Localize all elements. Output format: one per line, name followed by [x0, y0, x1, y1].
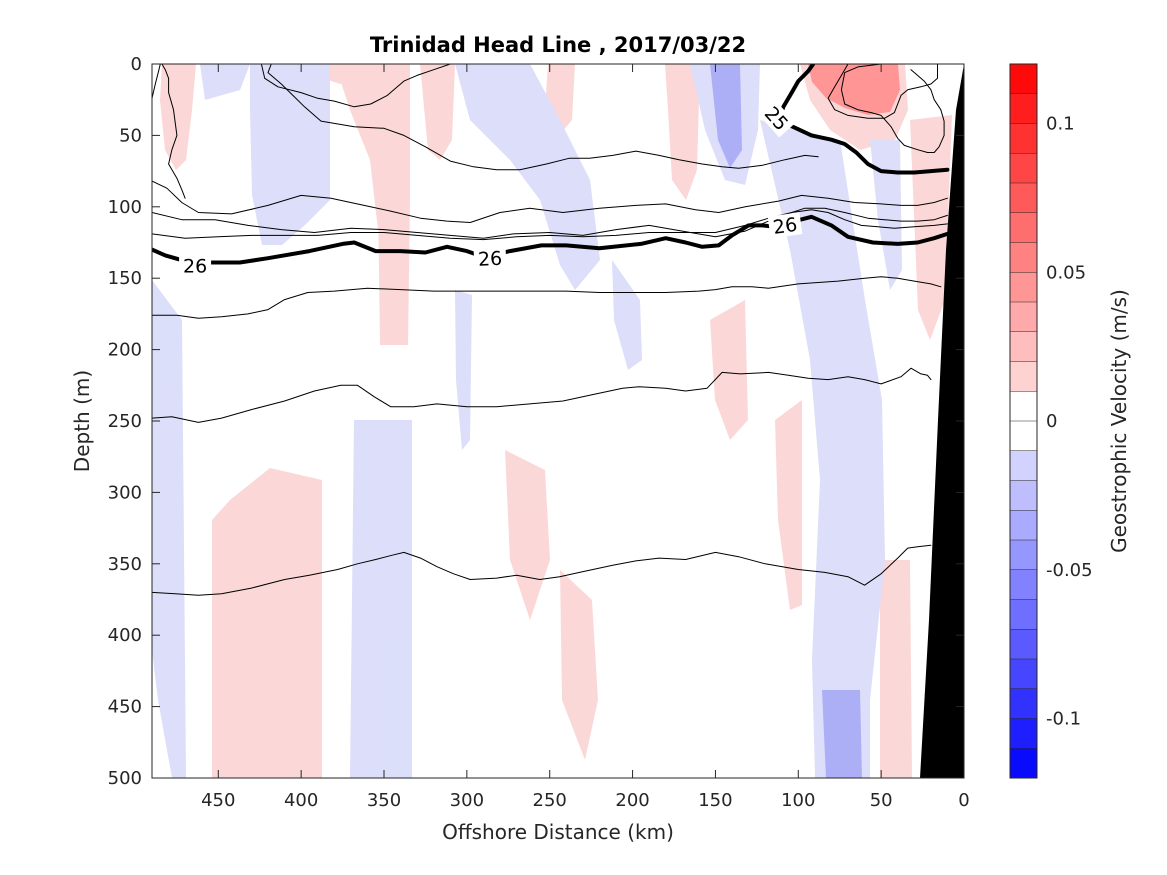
contour-label: 26 [772, 214, 799, 239]
isopycnal-line [152, 207, 948, 239]
colorbar-swatch [1010, 718, 1037, 749]
colorbar-swatch [1010, 480, 1037, 511]
colorbar-frame [1009, 63, 1038, 779]
isopycnal-line [152, 180, 948, 223]
isopycnal-line [161, 64, 186, 199]
colorbar-swatch [1010, 391, 1037, 422]
colorbar-swatch [1010, 212, 1037, 243]
isopycnal-line [152, 276, 942, 319]
colorbar-swatch [1010, 93, 1037, 124]
velocity-patch-strong-negative [710, 64, 862, 778]
y-tick-label: 0 [131, 54, 142, 75]
x-tick-label: 150 [698, 790, 732, 811]
colorbar-tick-label: 0.1 [1046, 114, 1075, 135]
velocity-patch-strong-positive [808, 64, 900, 115]
isopycnal-line [152, 209, 948, 241]
contour-label-background [179, 254, 212, 277]
isopycnal-line [827, 64, 938, 119]
colorbar-tick-label: -0.1 [1046, 709, 1081, 730]
y-axis: 0 50 100 150 200 250 300 350 400 450 500 [108, 54, 964, 789]
isopycnal-contours [152, 64, 950, 596]
x-tick-label: 300 [450, 790, 484, 811]
y-tick-label: 250 [108, 411, 142, 432]
x-tick-label: 100 [781, 790, 815, 811]
y-tick-label: 350 [108, 554, 142, 575]
isopycnal-line [152, 64, 161, 99]
colorbar-swatch [1010, 302, 1037, 333]
colorbar-swatch [1010, 540, 1037, 571]
y-tick-label: 100 [108, 197, 142, 218]
y-tick-label: 450 [108, 697, 142, 718]
y-tick-label: 300 [108, 482, 142, 503]
x-tick-label: 450 [201, 790, 235, 811]
colorbar-swatch [1010, 272, 1037, 303]
contour-label-background [757, 99, 796, 138]
contour-label: 26 [183, 255, 207, 277]
x-tick-label: 350 [367, 790, 401, 811]
x-tick-label: 0 [958, 790, 969, 811]
colorbar-swatch [1010, 599, 1037, 630]
isopycnal-line [267, 64, 819, 171]
colorbar-tick-label: 0.05 [1046, 262, 1086, 283]
y-tick-label: 200 [108, 340, 142, 361]
colorbar-swatch [1010, 748, 1037, 779]
x-tick-label: 50 [870, 790, 893, 811]
colorbar-swatch [1010, 421, 1037, 452]
y-tick-label: 500 [108, 768, 142, 789]
isopycnal-line [840, 64, 945, 153]
x-axis: 450 400 350 300 250 200 150 100 50 0 [201, 64, 970, 811]
colorbar-swatch [1010, 450, 1037, 481]
isopycnal-line [152, 544, 932, 596]
colorbar-swatch [1010, 688, 1037, 719]
colorbar-swatch [1010, 510, 1037, 541]
isopycnal-bold-line [152, 214, 950, 265]
contour-label-background [767, 212, 803, 239]
colorbar-swatch [1010, 331, 1037, 362]
y-tick-label: 400 [108, 625, 142, 646]
contour-label: 26 [477, 248, 502, 271]
colorbar-swatch [1010, 659, 1037, 690]
chart-title: Trinidad Head Line , 2017/03/22 [370, 33, 746, 57]
colorbar-swatch [1010, 242, 1037, 273]
colorbar-tick-label: -0.05 [1046, 560, 1093, 581]
colorbar-swatch [1010, 64, 1037, 95]
colorbar-title: Geostrophic Velocity (m/s) [1107, 289, 1131, 553]
isopycnal-line [152, 367, 932, 423]
colorbar-swatch [1010, 361, 1037, 392]
seafloor-bathymetry [920, 64, 964, 778]
y-axis-title: Depth (m) [70, 370, 94, 472]
x-tick-label: 200 [615, 790, 649, 811]
contour-label-background [473, 246, 507, 271]
colorbar-swatch [1010, 123, 1037, 154]
colorbar-ticks: 0.1 0.05 0 -0.05 -0.1 [1046, 114, 1093, 730]
isopycnal-bold-line [778, 64, 950, 175]
colorbar-swatch [1010, 569, 1037, 600]
colorbar-swatch [1010, 153, 1037, 184]
isopycnal-line [260, 64, 451, 108]
colorbar-swatch [1010, 183, 1037, 214]
x-tick-label: 250 [533, 790, 567, 811]
colorbar-tick-label: 0 [1046, 411, 1057, 432]
y-tick-label: 150 [108, 268, 142, 289]
colorbar [1010, 63, 1037, 779]
x-tick-label: 400 [284, 790, 318, 811]
x-axis-title: Offshore Distance (km) [442, 820, 674, 844]
y-tick-label: 50 [119, 125, 142, 146]
colorbar-swatch [1010, 629, 1037, 660]
